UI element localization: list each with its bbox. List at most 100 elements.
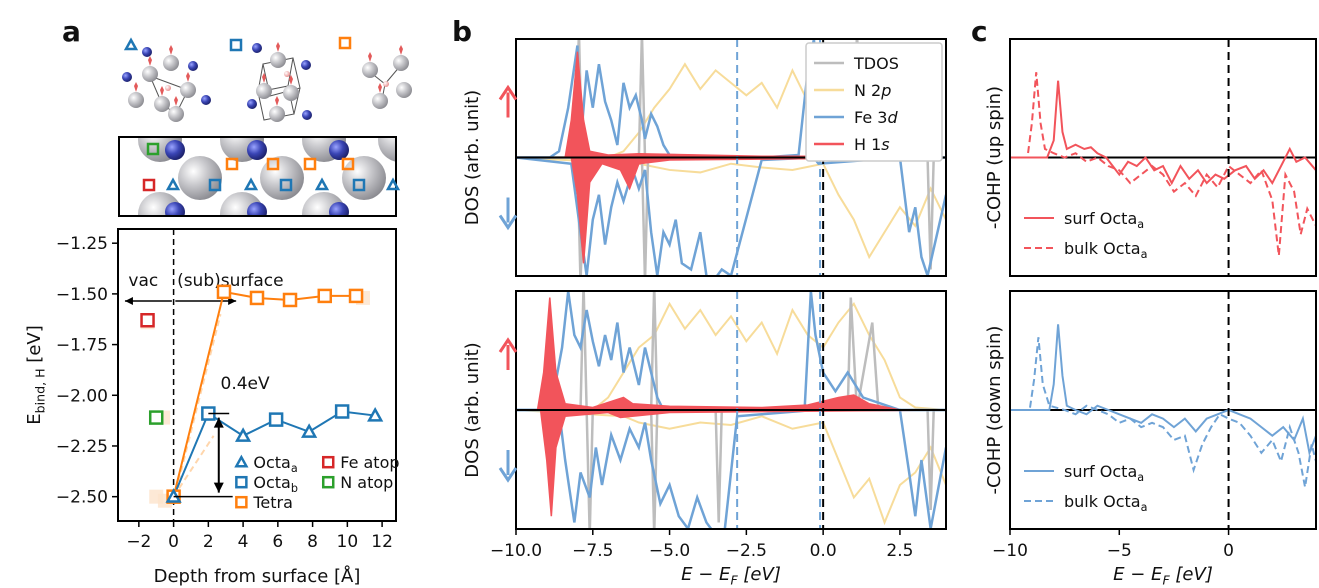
x-tick-label: −2 xyxy=(126,532,151,552)
x-axis-label: Depth from surface [Å] xyxy=(154,565,361,587)
legend-marker xyxy=(321,455,335,469)
surface-slab-image xyxy=(118,136,401,217)
legend-box xyxy=(805,42,943,162)
legend-marker xyxy=(321,475,335,489)
fe3d-down-line xyxy=(516,408,946,529)
legend-label: Fe atop xyxy=(340,453,399,472)
bulk-octa-line xyxy=(1010,337,1316,488)
spin-down-arrow-head xyxy=(498,214,518,231)
x-tick-label: 0 xyxy=(1223,541,1234,561)
x-axis-label: E − EF [eV] xyxy=(681,564,781,588)
octa-point xyxy=(301,423,318,438)
panel-label-a: a xyxy=(62,15,81,48)
spin-up-arrow-head xyxy=(498,84,518,101)
cohp-y-axis-label: -COHP (down spin) xyxy=(984,326,1005,495)
fe3d-up-line xyxy=(516,291,946,412)
y-tick-label: −2.50 xyxy=(56,488,108,508)
vac-label: vac xyxy=(128,271,158,291)
y-tick-label: −1.50 xyxy=(56,285,108,305)
y-tick-label: −2.00 xyxy=(56,386,108,406)
structure-illustrations xyxy=(118,36,412,217)
legend-label: TDOS xyxy=(853,54,899,73)
barrier-arrow-head-down xyxy=(213,482,224,493)
x-tick-label: −2.5 xyxy=(726,541,767,561)
h1s-down-fill xyxy=(516,409,946,517)
octa-point xyxy=(334,404,350,419)
cohp-subplot-up xyxy=(1010,72,1316,256)
x-tick-label: 8 xyxy=(307,532,318,552)
legend-label: surf Octaa xyxy=(1064,209,1144,231)
h1s-down-fill xyxy=(516,156,946,264)
x-tick-label: −5 xyxy=(1107,541,1132,561)
y-axis-label: Ebind, H [eV] xyxy=(24,325,48,424)
octa-b-cluster-image xyxy=(229,38,312,122)
legend-marker xyxy=(235,495,248,509)
cohp-frame xyxy=(1009,38,1317,277)
cohp-y-axis-label: -COHP (up spin) xyxy=(984,86,1005,229)
legend-label: Octab xyxy=(253,473,298,495)
x-tick-label: 0.0 xyxy=(810,541,837,561)
path-guide xyxy=(172,435,215,498)
subsurface-label: (sub)surface xyxy=(177,271,284,291)
tdos-down-line xyxy=(516,156,946,276)
octa-point xyxy=(367,406,384,422)
tetra-point xyxy=(348,288,364,304)
x-axis-label: E − EF [eV] xyxy=(1113,564,1213,588)
binding-energy-chart: −2 0 2 4 6 8 10 12 −1.25 −1.50 −1.75 −2.00 −2.25 −2.5… xyxy=(24,228,400,587)
legend-label: bulk Octaa xyxy=(1064,239,1147,261)
legend-marker xyxy=(234,454,249,468)
x-tick-label: −10.0 xyxy=(490,541,542,561)
x-tick-label: −10 xyxy=(992,541,1028,561)
bulk-octa-line xyxy=(1010,72,1316,256)
dos-y-axis-label: DOS (arb. unit) xyxy=(462,90,483,225)
barrier-label: 0.4eV xyxy=(221,374,270,394)
x-tick-label: −5.0 xyxy=(649,541,690,561)
cohp-subplot-down xyxy=(1010,324,1316,488)
spin-up-arrow-head xyxy=(498,337,518,353)
n-atop-point xyxy=(148,410,164,425)
dos-chart: DOS (arb. unit) DOS (arb. unit) −10.0 −7.5 −… xyxy=(462,38,947,588)
tetra-point xyxy=(249,290,265,306)
tetra-point xyxy=(282,292,298,308)
legend-label: Octaa xyxy=(253,453,297,475)
x-tick-label: 6 xyxy=(272,532,283,552)
spin-down-arrow-head xyxy=(498,467,518,483)
barrier-arrow-head-up xyxy=(213,417,224,428)
legend-label: bulk Octaa xyxy=(1064,492,1147,514)
octa-a-cluster-image xyxy=(122,37,211,122)
legend-label: N atop xyxy=(340,473,393,492)
legend-label: H 1s xyxy=(854,135,890,154)
x-tick-label: 4 xyxy=(238,532,249,552)
legend-label: Tetra xyxy=(252,493,293,512)
fe-atop-point xyxy=(140,313,155,328)
octa-point xyxy=(234,427,252,442)
surf-octa-line xyxy=(1010,324,1316,457)
surf-octa-line xyxy=(1010,80,1316,186)
x-tick-label: −7.5 xyxy=(572,541,613,561)
h1s-up-fill xyxy=(516,297,946,411)
tetra-cluster-image xyxy=(338,36,412,109)
x-tick-label: 0 xyxy=(168,532,179,552)
octa-point xyxy=(268,412,284,427)
x-tick-label: 12 xyxy=(371,532,393,552)
y-tick-label: −1.25 xyxy=(56,234,108,254)
panel-label-c: c xyxy=(971,15,988,48)
dos-frame xyxy=(515,290,947,530)
x-tick-label: 2 xyxy=(203,532,214,552)
plot-frame xyxy=(117,228,397,522)
tetra-point xyxy=(317,288,333,304)
panel-label-b: b xyxy=(452,15,472,48)
cohp-frame xyxy=(1009,290,1317,530)
y-tick-label: −1.75 xyxy=(56,336,108,356)
cohp-chart: -COHP (up spin) surf Octaa bulk Octaa -COHP… xyxy=(984,38,1317,588)
legend-label: Fe 3d xyxy=(854,108,898,127)
y-tick-label: −2.25 xyxy=(56,437,108,457)
dos-y-axis-label: DOS (arb. unit) xyxy=(462,342,483,477)
legend-marker xyxy=(235,475,248,489)
legend-label: surf Octaa xyxy=(1064,462,1144,484)
x-tick-label: 10 xyxy=(337,532,359,552)
path-guide xyxy=(172,313,222,501)
n2p-up-line xyxy=(516,301,946,411)
x-tick-label: 2.5 xyxy=(886,541,913,561)
